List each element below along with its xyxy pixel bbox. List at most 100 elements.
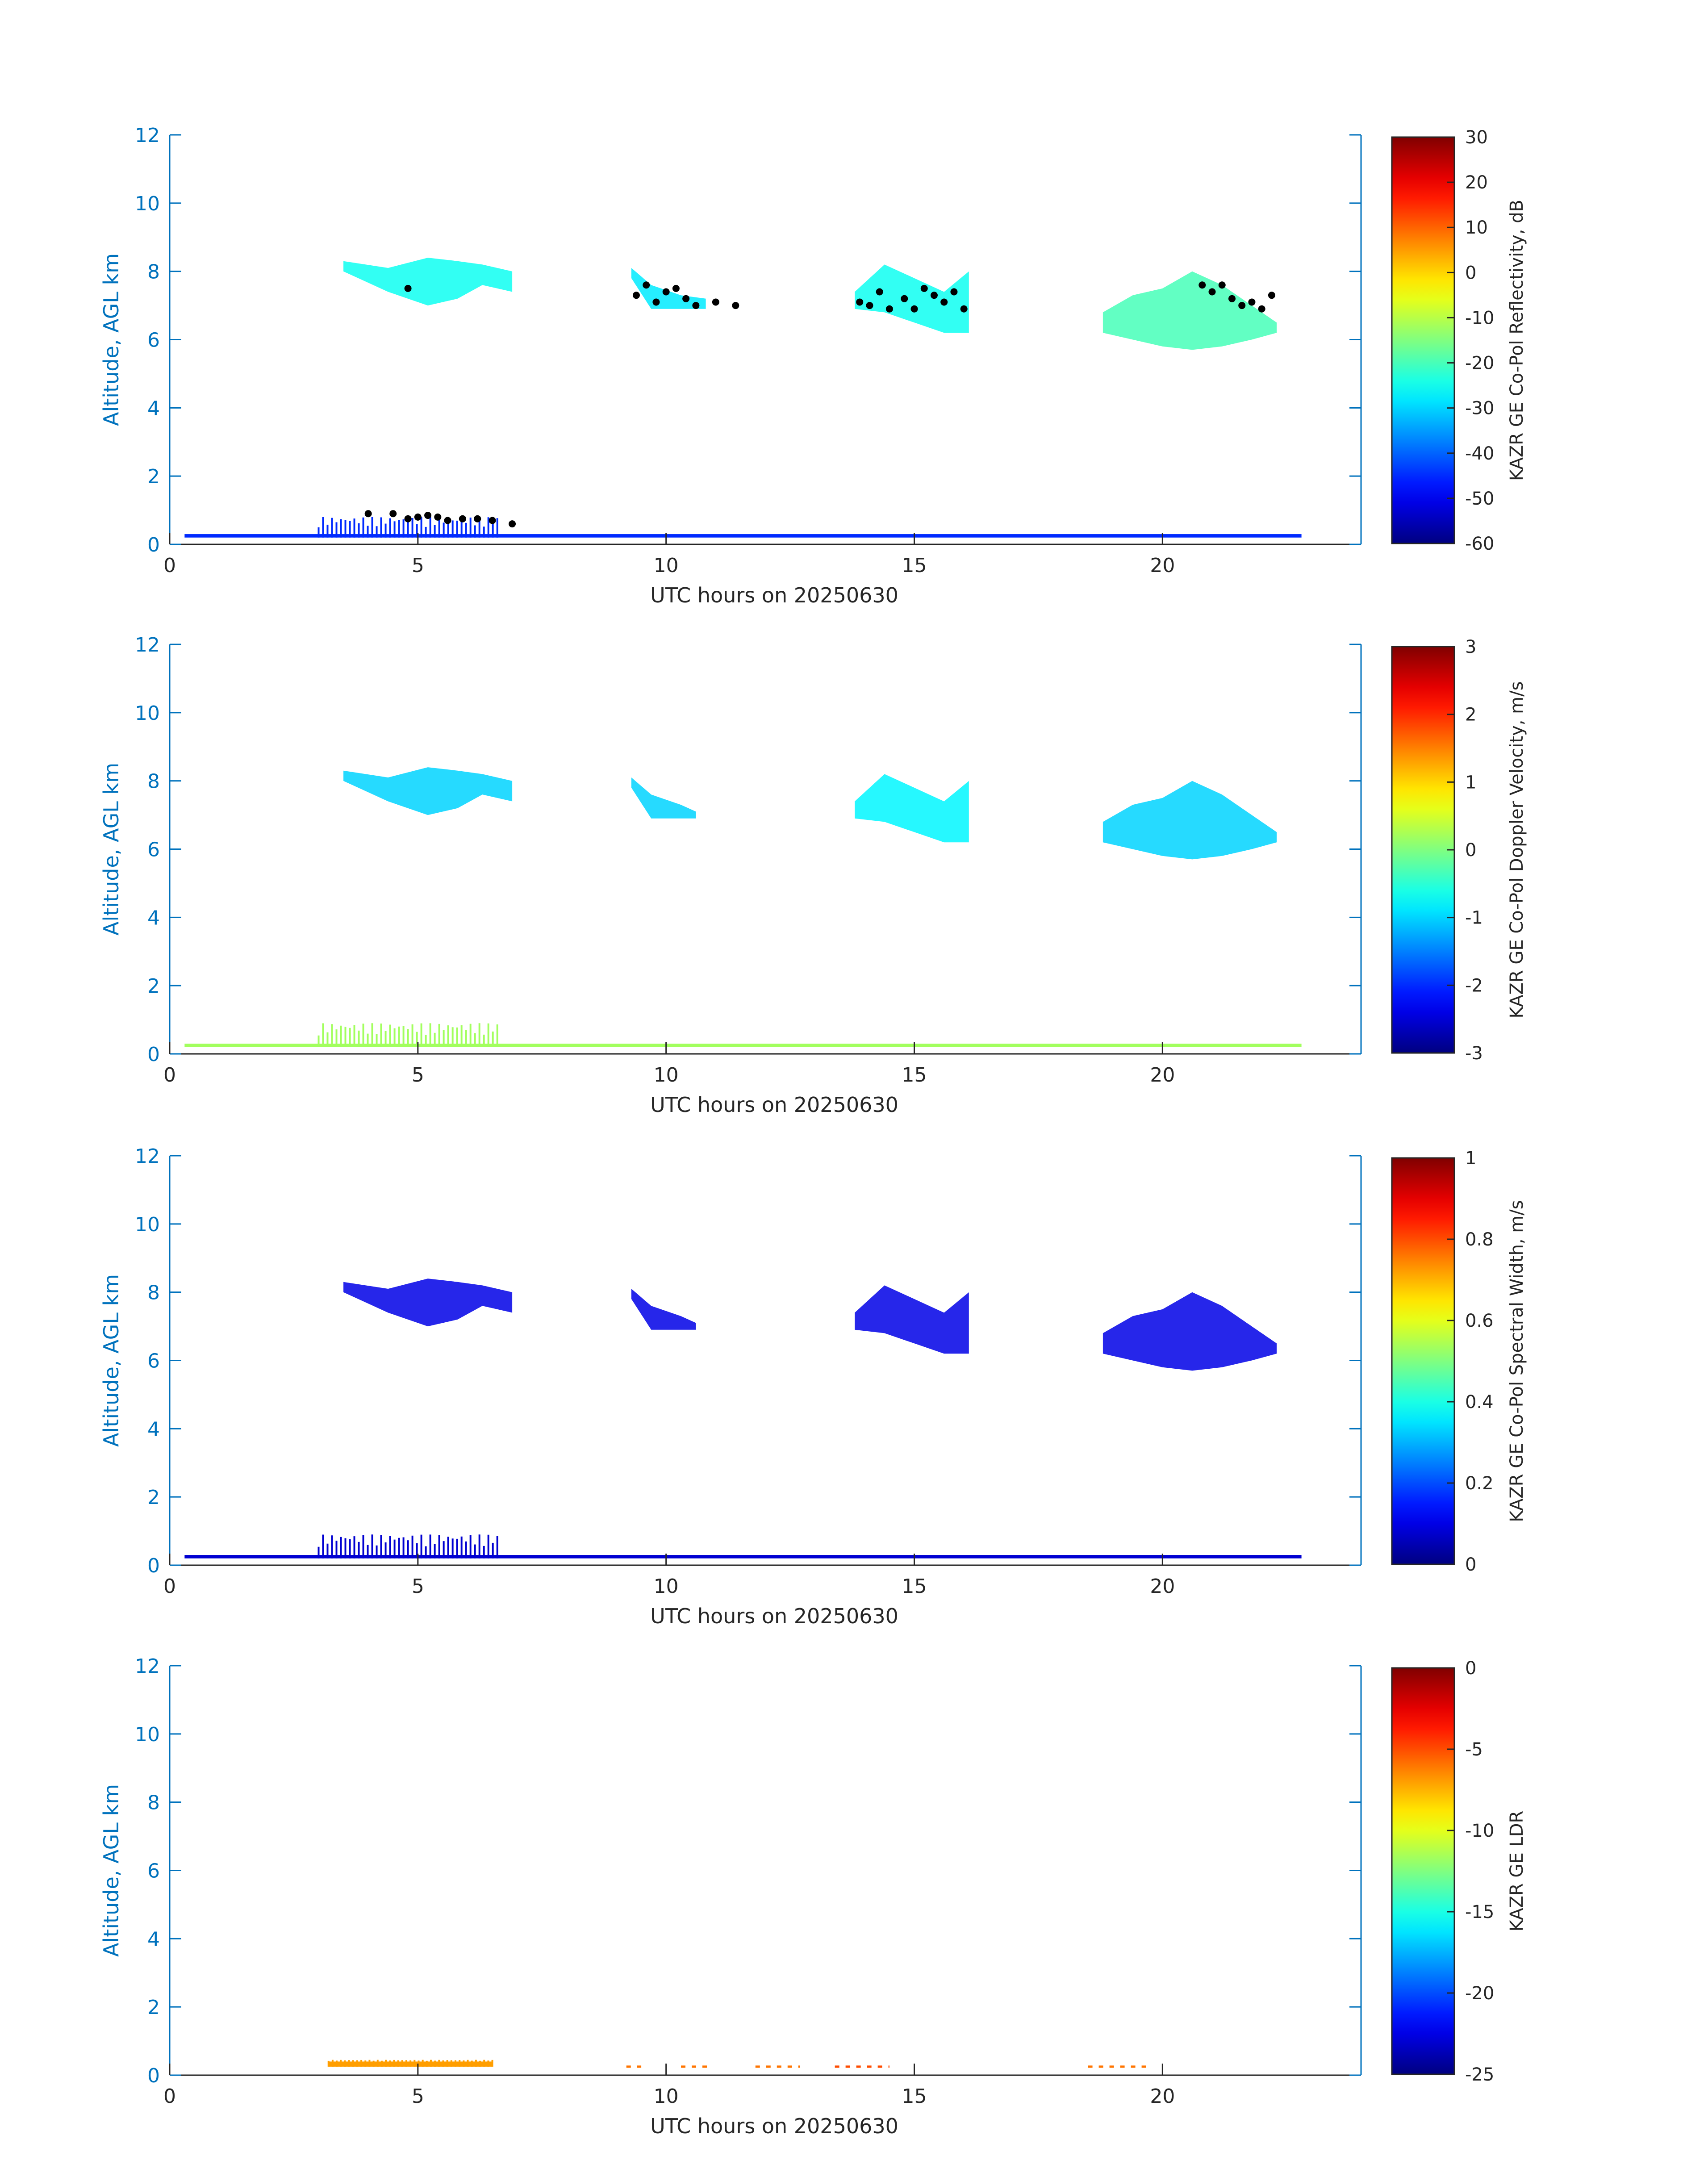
y-tick-label: 6	[147, 329, 160, 352]
x-tick-label: 5	[412, 1575, 424, 1598]
cloud-region-1	[343, 767, 513, 815]
y-tick-label: 10	[135, 192, 160, 215]
colorbar-tick-label: -60	[1465, 534, 1494, 554]
x-tick-label: 20	[1150, 554, 1175, 577]
cloud-region-4	[1102, 1292, 1277, 1371]
surface-clutter-layer	[184, 1555, 1302, 1559]
colorbar-tick-label: 0	[1465, 1554, 1476, 1575]
marker-point-2-10	[732, 302, 739, 309]
colorbar-label: KAZR GE LDR	[1507, 1811, 1527, 1932]
cloud-region-3	[855, 1285, 969, 1354]
marker-point-1-10	[489, 517, 496, 524]
marker-point-3-2	[866, 302, 873, 309]
x-axis-label: UTC hours on 20250630	[650, 2114, 898, 2138]
y-axis-label: Altitude, AGL km	[99, 763, 123, 936]
colorbar	[1391, 1157, 1455, 1565]
marker-point-3-6	[910, 305, 918, 313]
surface-clutter-layer	[184, 534, 1302, 538]
colorbar-tick-label: -1	[1465, 908, 1483, 928]
x-axis-label: UTC hours on 20250630	[650, 583, 898, 607]
y-tick-label: 10	[135, 1723, 160, 1746]
y-tick-label: 10	[135, 1213, 160, 1236]
colorbar-tick-label: 0.2	[1465, 1473, 1494, 1494]
marker-point-1-7	[444, 517, 451, 524]
x-tick-label: 15	[902, 2085, 927, 2108]
colorbar-tick-label: 0.4	[1465, 1392, 1494, 1412]
panel-4: 0 2 4 6 8 10 12 0 5 10 15 20 UTC hours on 20250630 Al…	[99, 1655, 1527, 2138]
colorbar-tick-label: 0.8	[1465, 1229, 1494, 1250]
marker-point-1-4	[414, 513, 422, 521]
marker-point-3-3	[876, 288, 883, 296]
marker-point-2-7	[682, 295, 690, 302]
y-tick-label: 12	[135, 1655, 160, 1678]
colorbar-tick-label: 0.6	[1465, 1311, 1494, 1331]
colorbar-tick-label: -10	[1465, 308, 1494, 328]
marker-point-2-8	[692, 302, 700, 309]
y-tick-label: 0	[147, 2064, 160, 2087]
y-tick-label: 0	[147, 1043, 160, 1066]
colorbar-label: KAZR GE Co-Pol Doppler Velocity, m/s	[1507, 681, 1527, 1019]
y-tick-label: 2	[147, 975, 160, 998]
marker-point-1-6	[434, 513, 442, 521]
cloud-region-3	[855, 264, 969, 333]
colorbar-tick-label: -10	[1465, 1821, 1494, 1841]
y-tick-label: 6	[147, 1350, 160, 1373]
marker-point-2-4	[652, 298, 660, 306]
marker-point-3-1	[856, 298, 864, 306]
x-tick-label: 5	[412, 1064, 424, 1086]
x-axis-label: UTC hours on 20250630	[650, 1604, 898, 1628]
marker-point-2-1	[404, 284, 412, 292]
marker-point-2-6	[672, 284, 680, 292]
y-tick-label: 2	[147, 1486, 160, 1509]
colorbar-tick-label: -3	[1465, 1043, 1483, 1064]
colorbar-tick-label: 0	[1465, 840, 1476, 861]
colorbar	[1391, 1667, 1455, 2075]
x-tick-label: 20	[1150, 2085, 1175, 2108]
colorbar-tick-label: 1	[1465, 1148, 1476, 1169]
colorbar-tick-label: 0	[1465, 1658, 1476, 1679]
marker-point-4-7	[1258, 305, 1265, 313]
cloud-region-4	[1102, 781, 1277, 860]
y-axis-label: Altitude, AGL km	[99, 1784, 123, 1957]
colorbar-tick-label: 20	[1465, 172, 1488, 193]
colorbar-tick-label: 1	[1465, 772, 1476, 793]
y-tick-label: 8	[147, 770, 160, 793]
marker-point-1-9	[474, 515, 481, 522]
cloud-region-3	[855, 774, 969, 843]
x-tick-label: 10	[654, 554, 679, 577]
marker-point-1-3	[404, 515, 412, 522]
marker-point-3-7	[920, 284, 928, 292]
colorbar-tick-label: -50	[1465, 489, 1494, 509]
panel-1: 0 2 4 6 8 10 12 0 5 10 15 20 UTC hours on 20250630 Al…	[99, 124, 1527, 607]
colorbar-tick-label: -20	[1465, 1983, 1494, 2004]
x-tick-label: 10	[654, 2085, 679, 2108]
y-tick-label: 12	[135, 634, 160, 656]
x-tick-label: 0	[163, 2085, 176, 2108]
colorbar-tick-label: 10	[1465, 217, 1488, 238]
x-tick-label: 10	[654, 1064, 679, 1086]
x-tick-label: 20	[1150, 1064, 1175, 1086]
x-tick-label: 15	[902, 554, 927, 577]
marker-point-1-2	[389, 510, 397, 518]
marker-point-3-10	[950, 288, 958, 296]
y-tick-label: 6	[147, 839, 160, 861]
cloud-region-2	[631, 777, 696, 819]
cloud-region-1	[343, 258, 513, 306]
y-tick-label: 4	[147, 397, 160, 420]
marker-point-1-11	[509, 520, 516, 528]
y-tick-label: 8	[147, 261, 160, 284]
colorbar-label: KAZR GE Co-Pol Reflectivity, dB	[1507, 200, 1527, 481]
cloud-region-2	[631, 1289, 696, 1330]
y-tick-label: 8	[147, 1792, 160, 1814]
colorbar-tick-label: 3	[1465, 637, 1476, 657]
colorbar-tick-label: -20	[1465, 353, 1494, 374]
marker-point-4-1	[1199, 281, 1206, 289]
colorbar-tick-label: 0	[1465, 263, 1476, 283]
marker-point-3-4	[885, 305, 893, 313]
y-tick-label: 4	[147, 1418, 160, 1441]
colorbar-tick-label: -40	[1465, 443, 1494, 464]
marker-point-2-3	[643, 281, 650, 289]
x-tick-label: 20	[1150, 1575, 1175, 1598]
